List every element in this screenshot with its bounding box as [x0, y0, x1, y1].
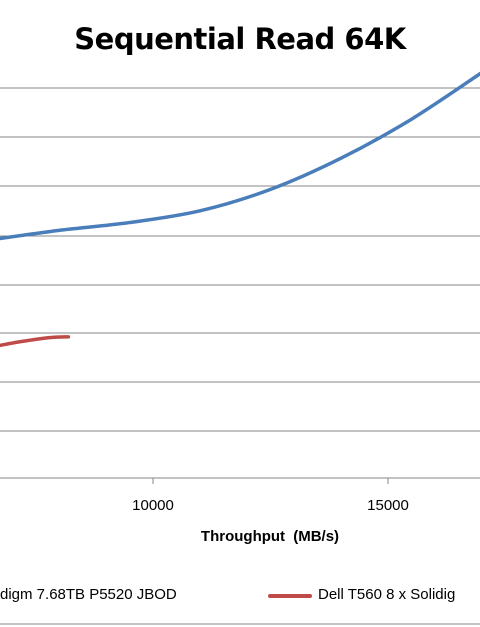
chart-title: Sequential Read 64K — [74, 22, 406, 56]
x-tick-label: 15000 — [367, 497, 409, 514]
legend-entry-label: digm 7.68TB P5520 JBOD — [0, 586, 177, 603]
series-line-2 — [0, 335, 71, 348]
x-tick-label: 10000 — [132, 497, 174, 514]
series-line-1 — [0, 71, 480, 241]
x-axis-label: Throughput (MB/s) — [200, 528, 340, 545]
legend-entry-swatch — [268, 594, 312, 598]
legend-entry-label: Dell T560 8 x Solidig — [318, 586, 456, 603]
